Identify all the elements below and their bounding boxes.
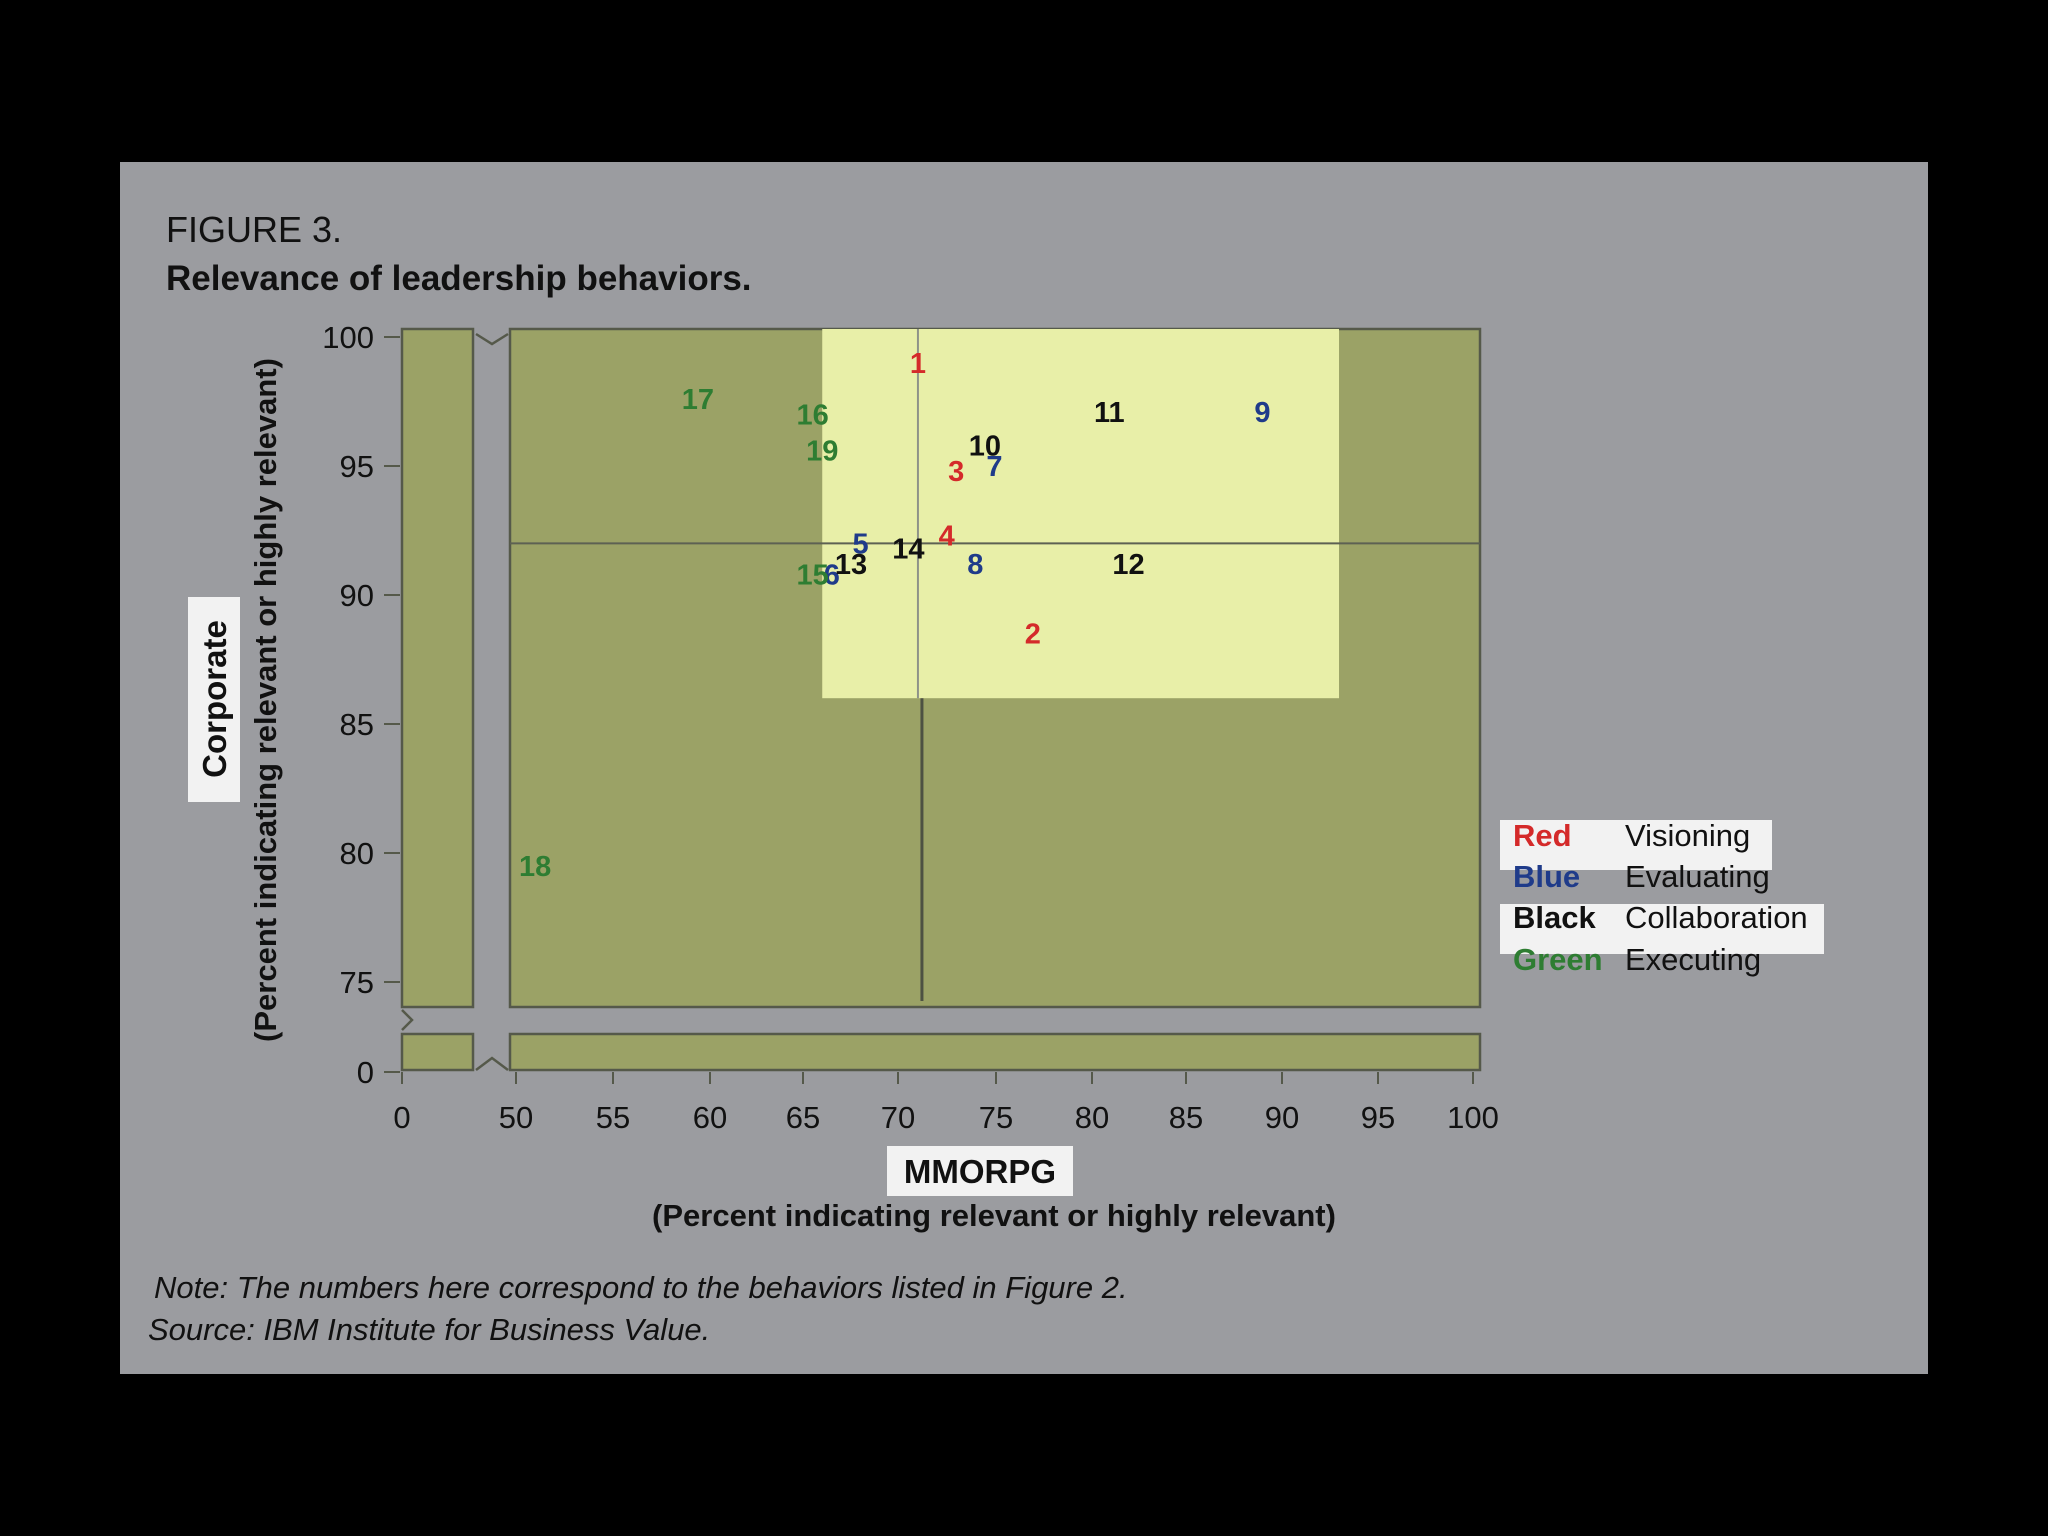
scatter-chart: FIGURE 3. Relevance of leadership behavi… [148, 209, 1824, 1347]
y-tick-label: 80 [340, 836, 374, 871]
y-tick-label: 0 [357, 1055, 374, 1090]
x-tick-label: 0 [393, 1100, 410, 1135]
data-point-18: 18 [519, 851, 551, 883]
x-axis-box-label: MMORPG [904, 1153, 1056, 1190]
legend-color-green: Green [1513, 942, 1603, 977]
y-tick-label: 90 [340, 578, 374, 613]
x-tick-label: 50 [499, 1100, 533, 1135]
plot-left-strip [400, 327, 475, 1009]
x-tick-label: 85 [1169, 1100, 1203, 1135]
y-axis-box-label: Corporate [196, 620, 233, 778]
x-tick-label: 70 [881, 1100, 915, 1135]
data-point-16: 16 [797, 399, 829, 431]
data-point-8: 8 [967, 549, 983, 581]
legend-row-box [1500, 904, 1824, 954]
data-point-19: 19 [806, 436, 838, 468]
data-point-9: 9 [1254, 397, 1270, 429]
legend-name-executing: Executing [1625, 942, 1761, 977]
legend-row-box [1500, 820, 1772, 870]
legend-name-evaluating: Evaluating [1625, 859, 1770, 894]
y-axis-break-mark [401, 1009, 414, 1031]
data-point-13: 13 [835, 549, 867, 581]
data-point-17: 17 [682, 384, 714, 416]
x-axis-title: (Percent indicating relevant or highly r… [652, 1198, 1336, 1233]
data-point-15: 15 [797, 559, 829, 591]
y-tick-label: 100 [322, 320, 374, 355]
x-tick-label: 75 [979, 1100, 1013, 1135]
legend-color-black: Black [1513, 900, 1596, 935]
figure-note: Note: The numbers here correspond to the… [154, 1270, 1128, 1305]
data-point-10: 10 [969, 430, 1001, 462]
y-tick-label: 75 [340, 965, 374, 1000]
figure-title: Relevance of leadership behaviors. [166, 259, 752, 298]
y-tick-label: 85 [340, 707, 374, 742]
figure-label: FIGURE 3. [166, 209, 342, 250]
data-point-12: 12 [1112, 549, 1144, 581]
data-point-1: 1 [910, 348, 926, 380]
highlight-region [822, 329, 1340, 699]
data-point-3: 3 [948, 456, 964, 488]
figure-source: Source: IBM Institute for Business Value… [148, 1312, 710, 1347]
data-point-7: 7 [986, 451, 1002, 483]
x-tick-label: 100 [1447, 1100, 1499, 1135]
data-point-14: 14 [892, 534, 924, 566]
legend-color-red: Red [1513, 818, 1572, 853]
legend-name-visioning: Visioning [1625, 818, 1750, 853]
figure-panel: FIGURE 3. Relevance of leadership behavi… [120, 162, 1928, 1374]
x-tick-label: 65 [786, 1100, 820, 1135]
x-tick-label: 55 [596, 1100, 630, 1135]
y-tick-label: 95 [340, 449, 374, 484]
x-axis-box [887, 1146, 1073, 1196]
y-axis-box [188, 597, 240, 802]
plot-bottom-strip [508, 1032, 1482, 1072]
x-tick-label: 95 [1361, 1100, 1395, 1135]
data-point-5: 5 [852, 528, 868, 560]
legend-color-blue: Blue [1513, 859, 1580, 894]
x-tick-label: 60 [693, 1100, 727, 1135]
data-point-2: 2 [1025, 619, 1041, 651]
y-axis-title: (Percent indicating relevant or highly r… [248, 358, 283, 1042]
x-axis-break-bottom [475, 1056, 509, 1071]
x-axis-break-top [475, 332, 509, 346]
data-point-4: 4 [939, 521, 955, 553]
data-point-6: 6 [824, 559, 840, 591]
x-tick-label: 90 [1265, 1100, 1299, 1135]
data-point-11: 11 [1094, 397, 1125, 429]
legend-name-collaboration: Collaboration [1625, 900, 1808, 935]
plot-corner-strip [400, 1032, 475, 1072]
x-tick-label: 80 [1075, 1100, 1109, 1135]
